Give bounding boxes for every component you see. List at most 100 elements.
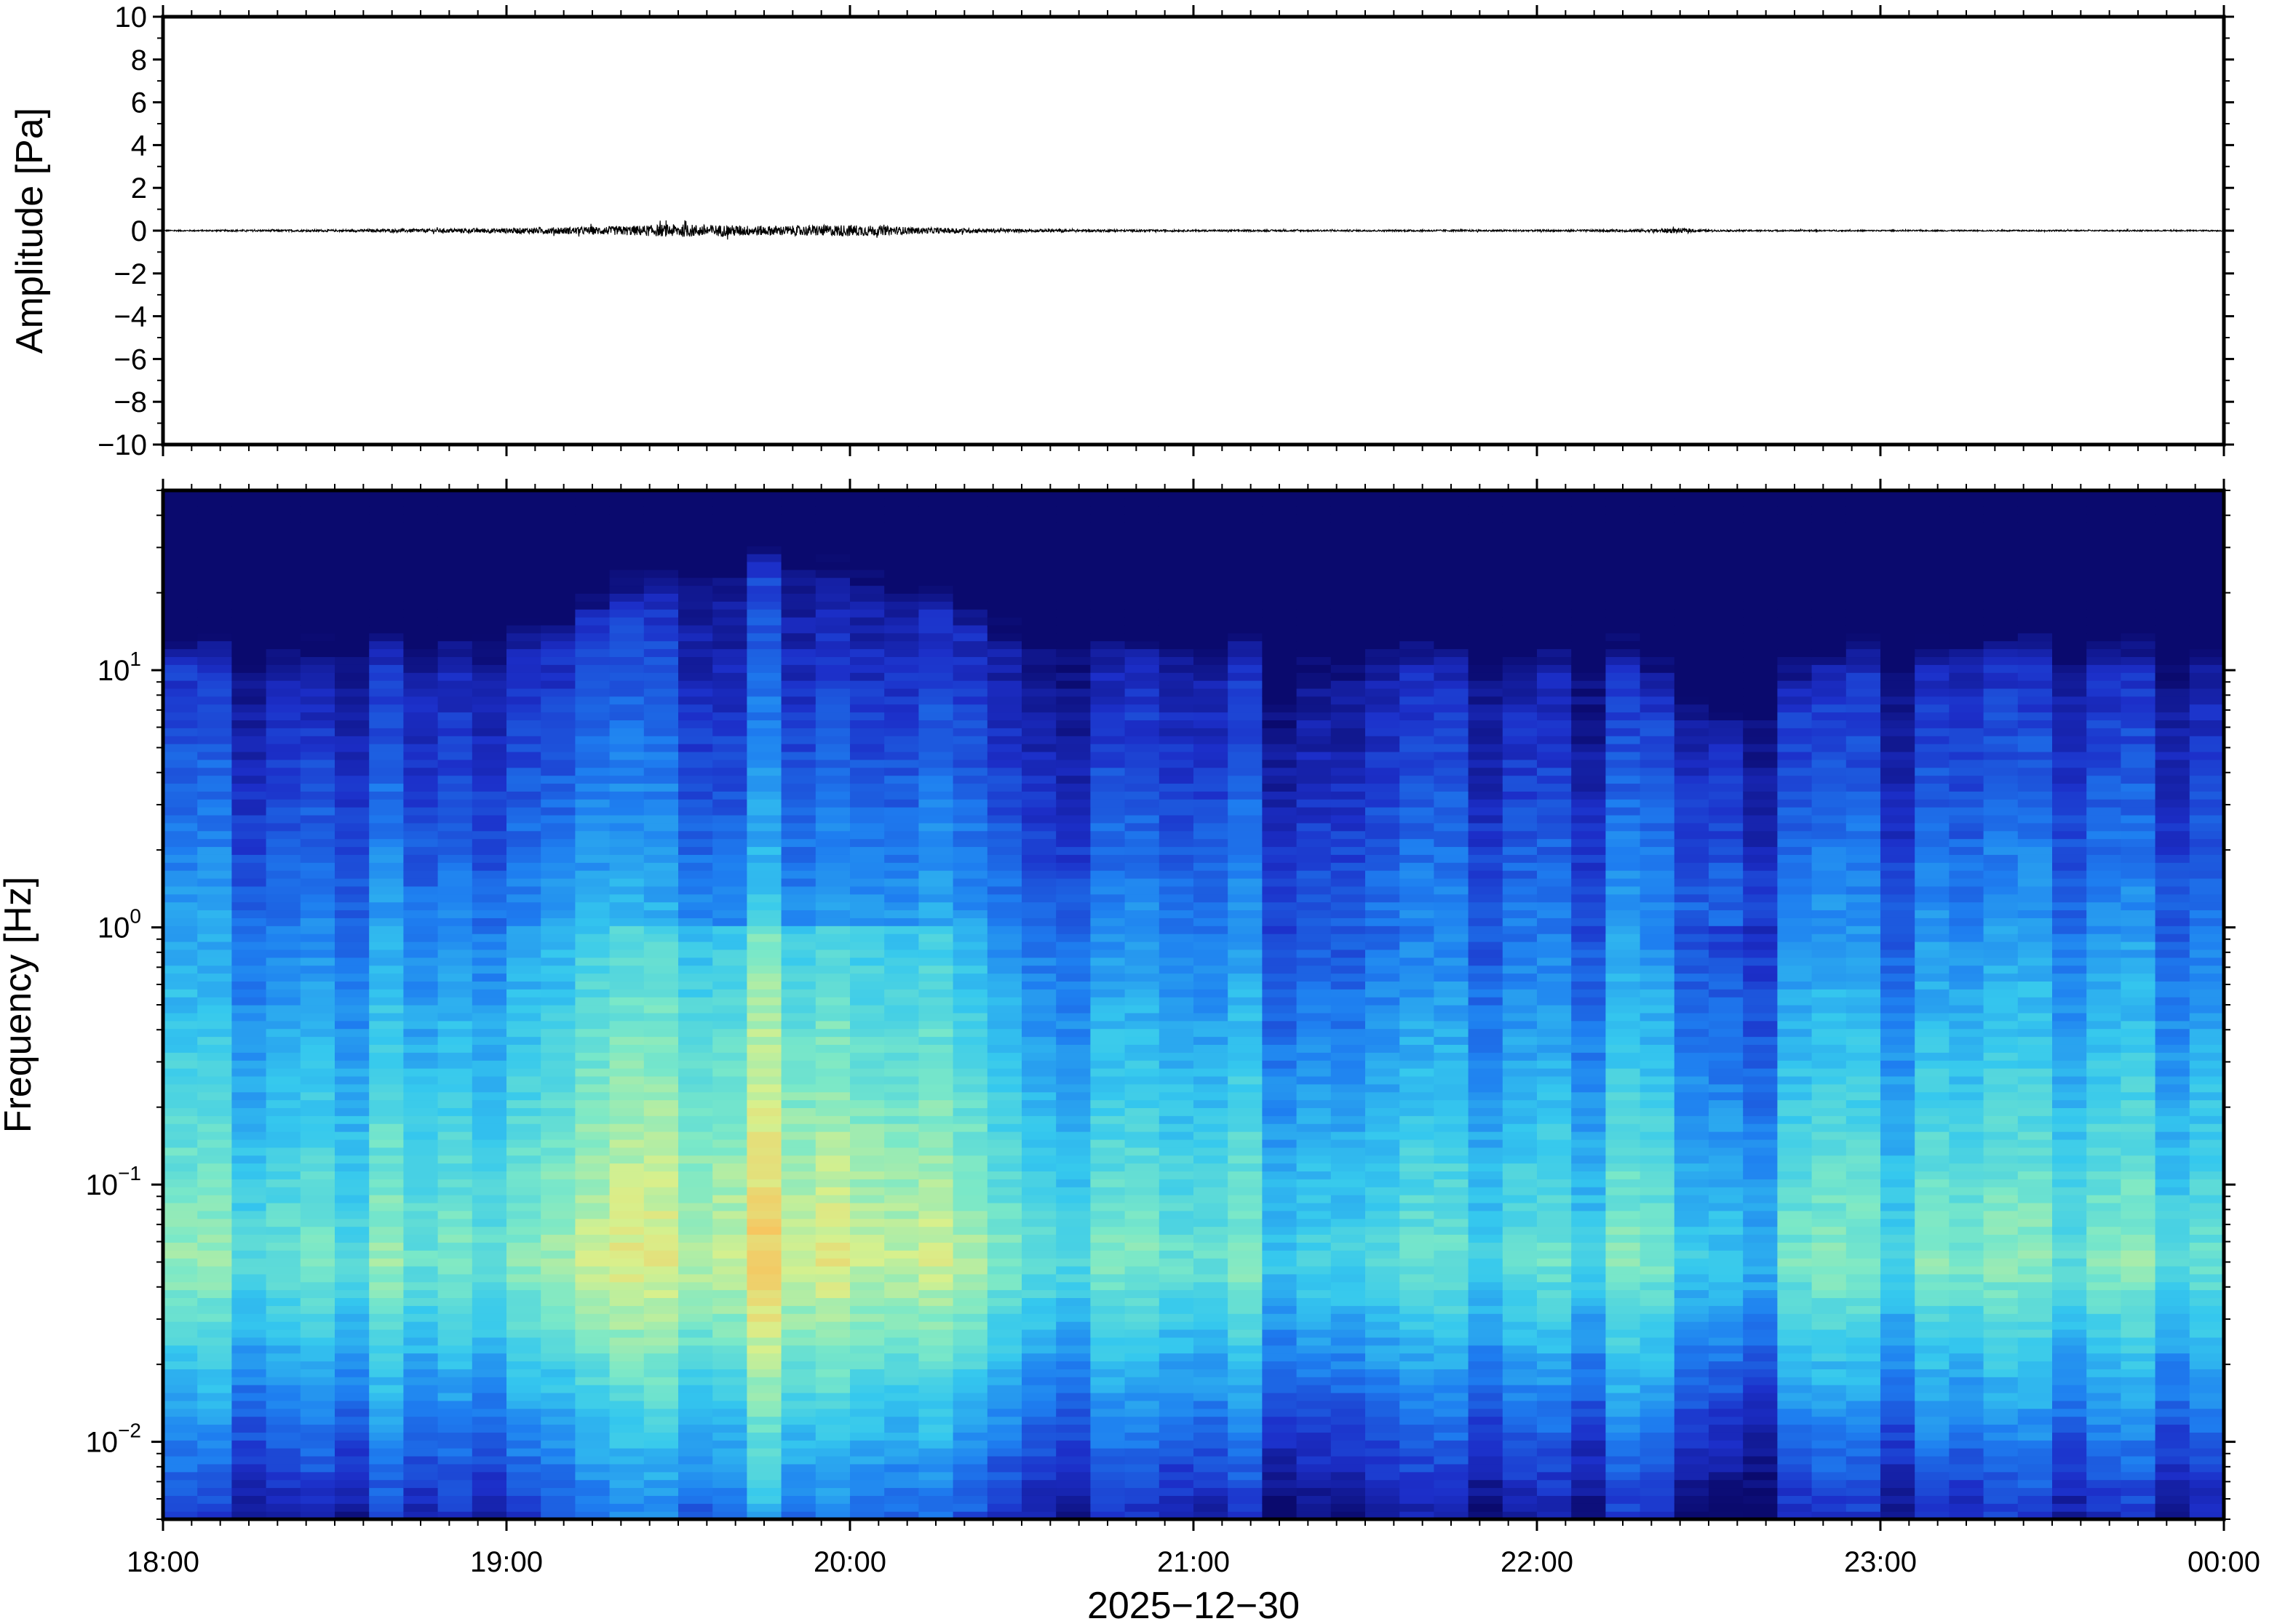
spectrogram-cell — [1228, 1289, 1263, 1299]
spectrogram-cell — [197, 838, 232, 848]
spectrogram-cell — [197, 1313, 232, 1322]
spectrogram-cell — [1159, 1250, 1194, 1259]
spectrogram-cell — [163, 1385, 198, 1393]
spectrogram-cell — [643, 830, 679, 840]
spectrogram-cell — [541, 822, 576, 832]
spectrogram-cell — [1296, 901, 1332, 911]
spectrogram-cell — [1193, 918, 1228, 926]
spectrogram-cell — [1330, 1305, 1366, 1314]
spectrogram-cell — [1124, 1385, 1160, 1393]
spectrogram-cell — [953, 1503, 988, 1512]
spectrogram-cell — [987, 648, 1022, 658]
spectrogram-cell — [953, 506, 988, 515]
spectrogram-cell — [437, 1321, 473, 1330]
spectrogram-cell — [1296, 1044, 1332, 1053]
spectrogram-cell — [1330, 696, 1366, 705]
spectrogram-cell — [918, 973, 954, 982]
spectrogram-cell — [369, 648, 404, 658]
spectrogram-cell — [1159, 696, 1194, 705]
spectrogram-cell — [1056, 712, 1091, 721]
spectrogram-cell — [1228, 1044, 1263, 1053]
spectrogram-cell — [369, 1036, 404, 1045]
spectrogram-cell — [231, 1091, 267, 1101]
spectrogram-cell — [918, 1036, 954, 1045]
spectrogram-cell — [850, 1503, 885, 1512]
spectrogram-cell — [403, 1385, 439, 1393]
spectrogram-cell — [403, 767, 439, 776]
spectrogram-cell — [403, 981, 439, 990]
spectrogram-cell — [266, 712, 301, 721]
spectrogram-cell — [1124, 490, 1160, 499]
spectrogram-cell — [197, 1044, 232, 1053]
spectrogram-cell — [884, 1377, 919, 1385]
spectrogram-cell — [918, 1195, 954, 1203]
spectrogram-cell — [472, 1416, 507, 1425]
spectrogram-cell — [1056, 799, 1091, 808]
spectrogram-cell — [712, 885, 747, 895]
spectrogram-cell — [335, 1131, 370, 1140]
spectrogram-cell — [1090, 1012, 1126, 1022]
spectrogram-cell — [609, 862, 645, 871]
spectrogram-cell — [712, 696, 747, 705]
spectrogram-cell — [506, 830, 541, 840]
spectrogram-cell — [643, 1036, 679, 1045]
spectrogram-cell — [953, 830, 988, 840]
spectrogram-cell — [815, 1495, 851, 1504]
spectrogram-cell — [231, 1353, 267, 1362]
spectrogram-cell — [163, 846, 198, 855]
spectrogram-cell — [1330, 712, 1366, 721]
spectrogram-cell — [575, 751, 611, 760]
spectrogram-cell — [369, 546, 404, 554]
spectrogram-cell — [953, 1044, 988, 1053]
spectrogram-cell — [609, 814, 645, 824]
spectrogram-cell — [815, 941, 851, 950]
spectrogram-cell — [300, 498, 335, 507]
spectrogram-cell — [197, 807, 232, 816]
spectrogram-cell — [1193, 934, 1228, 942]
spectrogram-cell — [1296, 1503, 1332, 1512]
spectrogram-cell — [1365, 767, 1400, 776]
spectrogram-cell — [472, 1036, 507, 1045]
spectrogram-cell — [541, 1250, 576, 1259]
spectrogram-cell — [300, 997, 335, 1006]
spectrogram-cell — [1056, 1424, 1091, 1433]
spectrogram-cell — [403, 1147, 439, 1156]
spectrogram-cell — [678, 696, 713, 705]
spectrogram-cell — [643, 632, 679, 642]
spectrogram-cell — [1399, 1337, 1434, 1346]
spectrogram-cell — [335, 965, 370, 974]
spectrogram-cell — [1193, 807, 1228, 816]
spectrogram-cell — [506, 1377, 541, 1385]
spectrogram-cell — [541, 696, 576, 705]
spectrogram-cell — [403, 514, 439, 523]
spectrogram-cell — [1262, 1305, 1298, 1314]
spectrogram-cell — [369, 1202, 404, 1211]
spectrogram-cell — [575, 609, 611, 618]
spectrogram-cell — [300, 1511, 335, 1519]
spectrogram-cell — [541, 1107, 576, 1116]
spectrogram-cell — [609, 751, 645, 760]
spectrogram-cell — [231, 1369, 267, 1377]
spectrogram-cell — [747, 1337, 782, 1346]
spectrogram-cell — [1228, 949, 1263, 958]
spectrogram-cell — [678, 814, 713, 824]
spectrogram-cell — [781, 1353, 816, 1362]
spectrogram-cell — [163, 1297, 198, 1306]
spectrogram-cell — [437, 538, 473, 546]
spectrogram-cell — [1056, 585, 1091, 594]
spectrogram-cell — [884, 965, 919, 974]
spectrogram-cell — [506, 1171, 541, 1179]
spectrogram-cell — [575, 1305, 611, 1314]
spectrogram-cell — [300, 1440, 335, 1449]
spectrogram-cell — [953, 1385, 988, 1393]
spectrogram-cell — [1124, 680, 1160, 689]
spectrogram-cell — [987, 569, 1022, 578]
spectrogram-cell — [437, 530, 473, 538]
spectrogram-cell — [1159, 1083, 1194, 1093]
spectrogram-cell — [643, 1250, 679, 1259]
spectrogram-cell — [747, 632, 782, 642]
spectrogram-cell — [1124, 569, 1160, 578]
spectrogram-cell — [472, 854, 507, 863]
spectrogram-cell — [815, 632, 851, 642]
spectrogram-cell — [781, 1369, 816, 1377]
